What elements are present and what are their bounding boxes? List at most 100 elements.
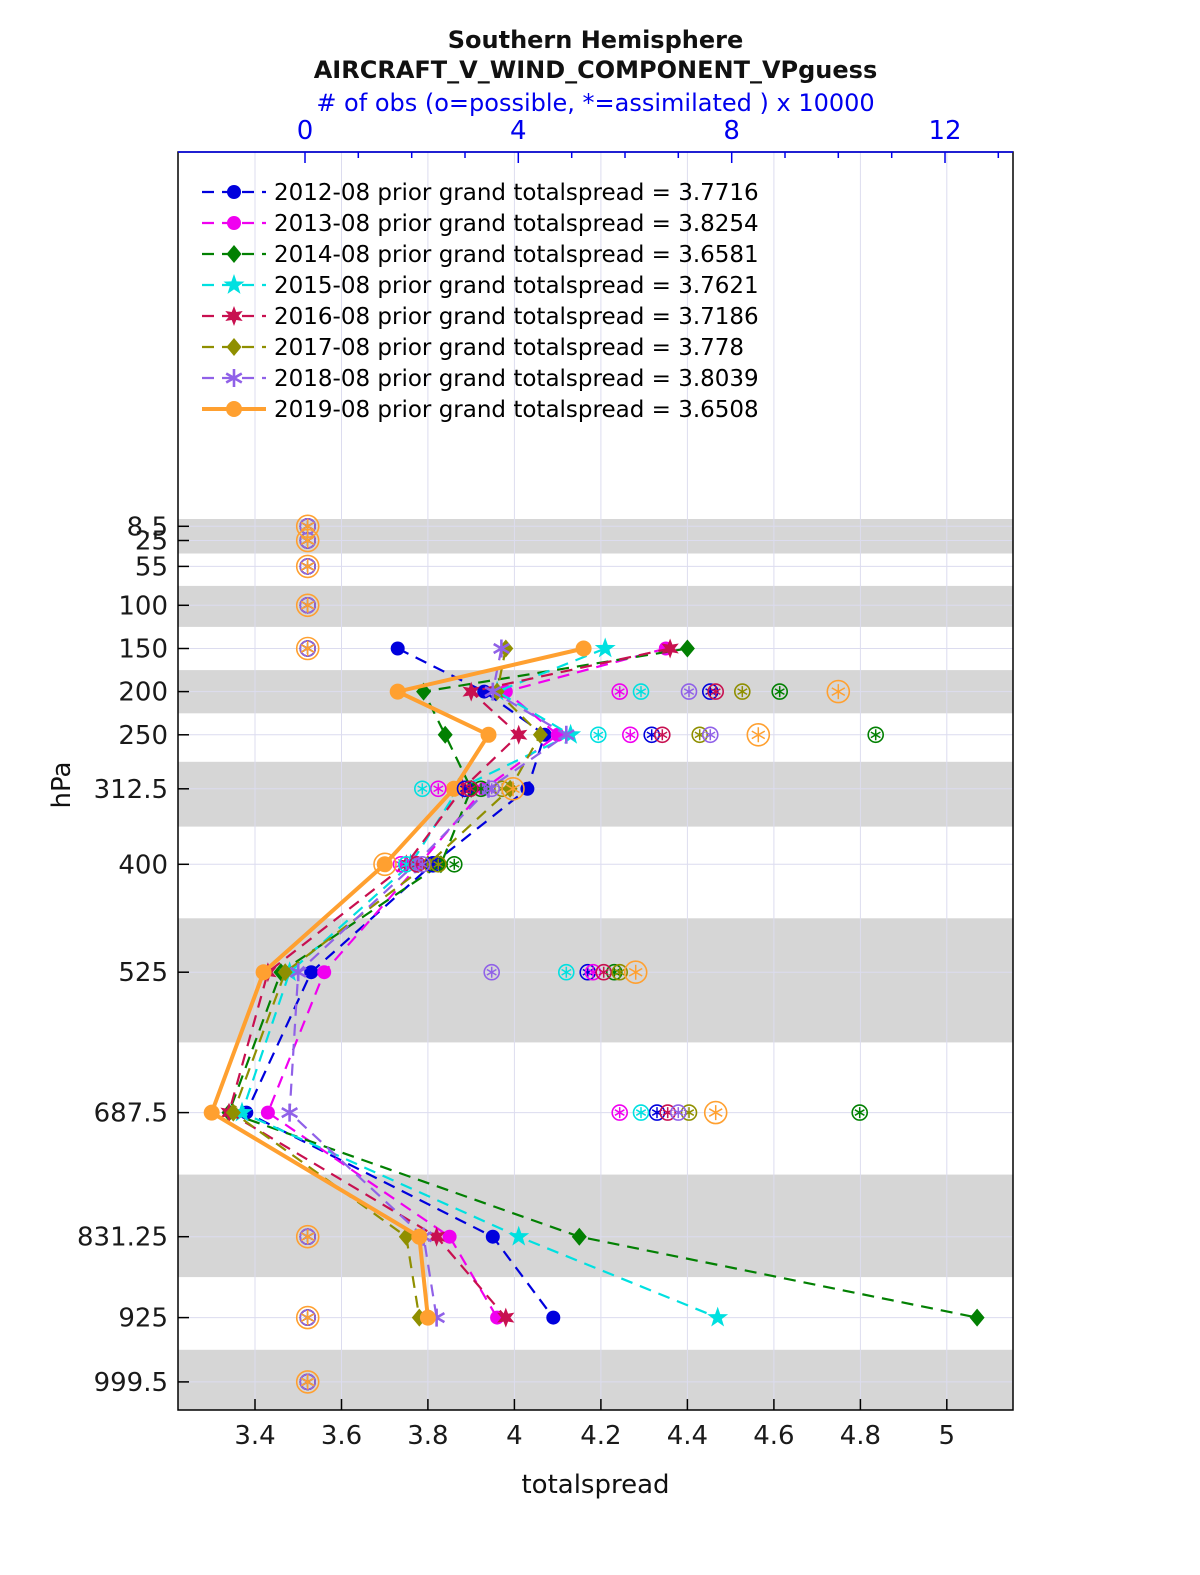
legend-label: 2014-08 prior grand totalspread = 3.6581 (274, 242, 759, 268)
obs-possible-circle (669, 1104, 687, 1121)
obs-possible-circle (557, 963, 575, 981)
obs-possible-circle (501, 776, 525, 801)
bottom-tick-label: 4.2 (580, 1421, 621, 1451)
bottom-tick-label: 3.4 (234, 1421, 275, 1451)
left-tick-label: 150 (118, 635, 168, 665)
obs-possible-circle (483, 780, 501, 798)
obs-assimilated-asterisk (300, 641, 315, 656)
obs-possible-circle (680, 683, 698, 700)
marker-asterisk (225, 369, 243, 387)
shaded-band (178, 533, 1013, 554)
obs-possible-circle (867, 726, 885, 744)
shaded-band (178, 1349, 1013, 1410)
bottom-tick-label: 4.6 (753, 1421, 794, 1451)
top-tick-label: 12 (928, 116, 961, 146)
obs-possible-circle (707, 683, 725, 700)
marker-circle (226, 401, 242, 417)
obs-possible-circle (413, 780, 431, 798)
marker-hexagram (427, 1226, 446, 1247)
bottom-tick-label: 4 (506, 1421, 523, 1451)
obs-possible-circle (584, 963, 602, 981)
shaded-bands (178, 519, 1013, 1410)
left-tick-label: 687.5 (94, 1099, 168, 1129)
marker-asterisk (557, 725, 575, 744)
obs-assimilated-asterisk (683, 686, 695, 698)
legend-entry-2015-08: 2015-08 prior grand totalspread = 3.7621 (202, 273, 759, 299)
obs-possible-circle (611, 963, 629, 981)
marker-hexagram (661, 638, 679, 659)
obs-possible-circle (771, 683, 789, 700)
obs-assimilated-asterisk (628, 964, 643, 980)
chart-title-line2: AIRCRAFT_V_WIND_COMPONENT_VPguess (313, 56, 878, 84)
obs-assimilated-asterisk (635, 686, 647, 698)
obs-assimilated-asterisk (614, 966, 625, 978)
obs-possible-circle (595, 963, 613, 981)
obs-possible-circle (733, 683, 751, 700)
obs-possible-circle (295, 1370, 320, 1394)
obs-possible-circle (648, 1104, 666, 1121)
marker-diamond (969, 1308, 985, 1327)
left-tick-label: 250 (118, 721, 168, 751)
obs-possible-circle (703, 1100, 728, 1125)
left-tick-label: 55 (135, 552, 168, 582)
marker-diamond (277, 963, 293, 982)
obs-possible-circle (295, 554, 320, 579)
chart-title-line1: Southern Hemisphere (447, 26, 744, 54)
legend-label: 2016-08 prior grand totalspread = 3.7186 (274, 304, 759, 330)
obs-possible-circle (483, 963, 501, 981)
left-tick-label: 200 (118, 678, 168, 708)
series-line (227, 647, 671, 1319)
obs-possible-circle (746, 722, 771, 747)
obs-possible-circle (851, 1104, 869, 1121)
obs-possible-circle (424, 855, 442, 873)
legend-label: 2019-08 prior grand totalspread = 3.6508 (274, 397, 759, 423)
left-tick-label: 400 (118, 850, 168, 880)
obs-possible-circle (295, 528, 320, 553)
shaded-band (178, 918, 1013, 1043)
legend-label: 2017-08 prior grand totalspread = 3.778 (274, 335, 744, 361)
marker-diamond (226, 338, 242, 356)
marker-circle (317, 965, 332, 980)
bottom-tick-label: 5 (939, 1421, 956, 1451)
obs-possible-circle (295, 593, 320, 618)
obs-assimilated-asterisk (506, 781, 520, 797)
obs-assimilated-asterisk (486, 783, 497, 795)
obs-possible-circle (373, 852, 397, 877)
legend-label: 2015-08 prior grand totalspread = 3.7621 (274, 273, 759, 299)
obs-possible-circle (611, 1104, 629, 1121)
marker-diamond (226, 245, 242, 263)
obs-assimilated-asterisk (657, 729, 668, 741)
marker-diamond (679, 639, 695, 658)
obs-assimilated-asterisk (774, 686, 785, 698)
obs-possible-circle (701, 683, 719, 700)
marker-circle (389, 683, 406, 700)
obs-possible-circle (632, 683, 650, 700)
bottom-tick-label: 4.8 (840, 1421, 881, 1451)
legend-entry-2013-08: 2013-08 prior grand totalspread = 3.8254 (202, 211, 759, 237)
marker-circle (546, 1310, 561, 1325)
marker-asterisk (493, 639, 510, 658)
legend-entry-2018-08: 2018-08 prior grand totalspread = 3.8039 (202, 366, 759, 392)
obs-assimilated-asterisk (486, 966, 497, 978)
marker-circle (227, 185, 241, 199)
obs-possible-circle (493, 780, 511, 798)
marker-circle (260, 1105, 275, 1120)
bottom-tick-label: 3.8 (407, 1421, 448, 1451)
obs-assimilated-asterisk (614, 1107, 625, 1119)
obs-assimilated-asterisk (378, 856, 392, 872)
left-tick-label: 525 (118, 958, 168, 988)
legend-entry-2017-08: 2017-08 prior grand totalspread = 3.778 (202, 335, 744, 361)
obs-assimilated-asterisk (417, 858, 428, 870)
top-tick-label: 4 (510, 116, 527, 146)
left-tick-label: 831.25 (77, 1223, 168, 1253)
legend-entry-2012-08: 2012-08 prior grand totalspread = 3.7716 (202, 180, 759, 206)
marker-diamond (532, 725, 548, 744)
obs-assimilated-asterisk (673, 1107, 684, 1119)
legend: 2012-08 prior grand totalspread = 3.7716… (202, 180, 759, 423)
obs-assimilated-asterisk (561, 966, 572, 978)
x-axis-label: totalspread (521, 1470, 670, 1500)
obs-possible-circle (429, 780, 447, 798)
obs-assimilated-asterisk (593, 729, 604, 741)
